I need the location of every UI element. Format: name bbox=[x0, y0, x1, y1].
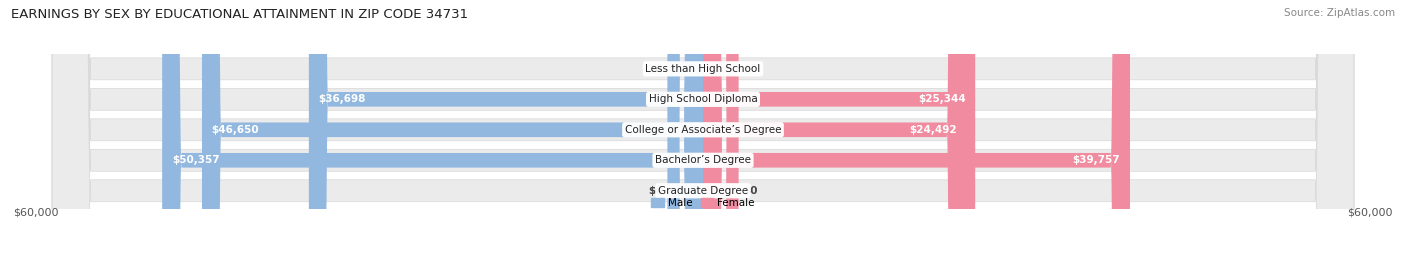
Text: $60,000: $60,000 bbox=[1347, 207, 1392, 218]
FancyBboxPatch shape bbox=[668, 0, 703, 268]
FancyBboxPatch shape bbox=[309, 0, 703, 268]
Text: $50,357: $50,357 bbox=[172, 155, 219, 165]
Text: $39,757: $39,757 bbox=[1073, 155, 1121, 165]
Text: Source: ZipAtlas.com: Source: ZipAtlas.com bbox=[1284, 8, 1395, 18]
Text: $46,650: $46,650 bbox=[212, 125, 259, 135]
Text: $0: $0 bbox=[648, 64, 662, 74]
FancyBboxPatch shape bbox=[703, 0, 738, 268]
FancyBboxPatch shape bbox=[202, 0, 703, 268]
FancyBboxPatch shape bbox=[703, 0, 738, 268]
FancyBboxPatch shape bbox=[703, 0, 966, 268]
Text: College or Associate’s Degree: College or Associate’s Degree bbox=[624, 125, 782, 135]
FancyBboxPatch shape bbox=[668, 0, 703, 268]
Text: $24,492: $24,492 bbox=[908, 125, 956, 135]
FancyBboxPatch shape bbox=[162, 0, 703, 268]
Text: $36,698: $36,698 bbox=[319, 94, 366, 104]
Text: $60,000: $60,000 bbox=[14, 207, 59, 218]
FancyBboxPatch shape bbox=[52, 0, 1354, 268]
Text: High School Diploma: High School Diploma bbox=[648, 94, 758, 104]
Text: Graduate Degree: Graduate Degree bbox=[658, 186, 748, 196]
Text: $25,344: $25,344 bbox=[918, 94, 966, 104]
FancyBboxPatch shape bbox=[52, 0, 1354, 268]
FancyBboxPatch shape bbox=[52, 0, 1354, 268]
Legend: Male, Female: Male, Female bbox=[647, 194, 759, 212]
FancyBboxPatch shape bbox=[703, 0, 1130, 268]
Text: Bachelor’s Degree: Bachelor’s Degree bbox=[655, 155, 751, 165]
FancyBboxPatch shape bbox=[52, 0, 1354, 268]
FancyBboxPatch shape bbox=[703, 0, 976, 268]
Text: $0: $0 bbox=[648, 186, 662, 196]
Text: $0: $0 bbox=[744, 186, 758, 196]
Text: EARNINGS BY SEX BY EDUCATIONAL ATTAINMENT IN ZIP CODE 34731: EARNINGS BY SEX BY EDUCATIONAL ATTAINMEN… bbox=[11, 8, 468, 21]
Text: Less than High School: Less than High School bbox=[645, 64, 761, 74]
Text: $0: $0 bbox=[744, 64, 758, 74]
FancyBboxPatch shape bbox=[52, 0, 1354, 268]
